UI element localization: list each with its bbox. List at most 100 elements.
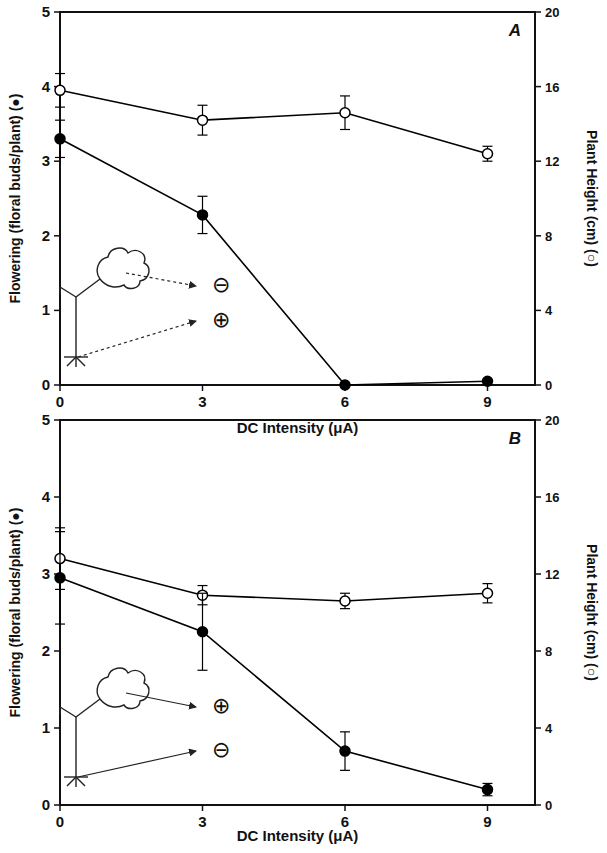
y-tick-label: 0	[42, 796, 50, 813]
y2-tick	[535, 804, 541, 806]
x-axis-title: DC Intensity (μA)	[237, 419, 359, 436]
error-bar-cap	[198, 593, 208, 594]
error-bar-cap	[340, 593, 350, 594]
error-bar-cap	[483, 146, 493, 147]
error-bar	[340, 593, 350, 608]
error-bar-cap	[55, 527, 65, 528]
open-point	[198, 115, 208, 125]
y2-tick	[535, 419, 541, 421]
plant-branch	[60, 287, 76, 297]
y2-tick	[535, 11, 541, 13]
error-bar-cap	[340, 608, 350, 609]
filled-point	[55, 134, 65, 144]
y2-tick-label: 16	[545, 490, 559, 505]
error-bar	[483, 146, 493, 161]
open-point	[55, 85, 65, 95]
error-bar	[483, 584, 493, 603]
y-axis-title: Flowering (floral buds/plant) (●)	[7, 94, 23, 304]
plant-stem	[75, 297, 76, 357]
inset-arrow	[78, 751, 196, 777]
y-tick-label: 5	[42, 3, 50, 20]
plant-branch-tip	[59, 707, 60, 715]
open-point	[483, 149, 493, 159]
plant-inset: ⊖⊕	[60, 248, 230, 367]
y2-axis-title: Plant Height (cm) (○)	[584, 544, 600, 681]
y-tick	[54, 235, 60, 237]
x-tick	[344, 805, 346, 811]
y-tick	[54, 310, 60, 312]
y2-tick-label: 4	[545, 721, 553, 736]
error-bar-cap	[340, 129, 350, 130]
y-tick	[54, 496, 60, 498]
y2-axis-title: Plant Height (cm) (○)	[584, 130, 600, 267]
x-tick-label: 0	[56, 393, 64, 410]
panel: 0369012345048121620DC Intensity (μA)Flow…	[7, 3, 600, 436]
x-tick-label: 9	[483, 393, 491, 410]
plant-branch	[76, 279, 100, 297]
error-bar-cap	[55, 73, 65, 74]
series-line	[60, 559, 488, 601]
x-tick	[487, 805, 489, 811]
plot-frame	[60, 12, 535, 385]
y2-tick	[535, 160, 541, 162]
error-bar	[55, 120, 65, 157]
plant-root	[67, 777, 76, 786]
error-bar-cap	[198, 105, 208, 106]
error-bar-cap	[198, 670, 208, 671]
panel: 0369012345048121620DC Intensity (μA)Flow…	[7, 411, 600, 844]
open-point	[483, 588, 493, 598]
error-bar-cap	[198, 134, 208, 135]
x-tick	[202, 805, 204, 811]
x-tick	[202, 385, 204, 391]
series-line	[60, 90, 488, 153]
y-tick	[54, 11, 60, 13]
y2-tick	[535, 573, 541, 575]
filled-point	[483, 376, 493, 386]
polarity-symbol: ⊖	[212, 737, 230, 762]
plant-root	[75, 777, 76, 787]
y-tick-label: 2	[42, 642, 50, 659]
y-tick	[54, 384, 60, 386]
inset-arrow	[78, 321, 196, 357]
y-tick	[54, 419, 60, 421]
panel-letter: A	[508, 21, 521, 40]
error-bar	[340, 96, 350, 130]
filled-point	[198, 210, 208, 220]
y-tick	[54, 650, 60, 652]
y2-tick	[535, 86, 541, 88]
error-bar	[483, 783, 493, 795]
y2-tick-label: 8	[545, 229, 552, 244]
series-line	[60, 139, 488, 385]
error-bar-cap	[55, 531, 65, 532]
y2-tick	[535, 310, 541, 312]
open-point	[340, 596, 350, 606]
y-tick-label: 4	[42, 488, 51, 505]
x-tick-label: 3	[198, 393, 206, 410]
y2-tick	[535, 235, 541, 237]
figure: 0369012345048121620DC Intensity (μA)Flow…	[0, 0, 607, 853]
y-tick	[54, 160, 60, 162]
plant-branch	[76, 699, 100, 717]
plant-root	[76, 357, 85, 366]
error-bar	[198, 196, 208, 233]
plant-shoot	[97, 668, 149, 708]
plant-inset: ⊕⊖	[60, 668, 230, 787]
y2-tick-label: 20	[545, 5, 559, 20]
filled-point	[340, 380, 350, 390]
polarity-symbol: ⊕	[212, 693, 230, 718]
filled-point	[483, 785, 493, 795]
panel-letter: B	[509, 429, 521, 448]
y-tick-label: 1	[42, 719, 50, 736]
error-bar-cap	[198, 585, 208, 586]
y-tick	[54, 727, 60, 729]
inset-arrow	[126, 273, 196, 286]
inset-arrow	[126, 693, 196, 707]
x-tick-label: 9	[483, 813, 491, 830]
y2-tick-label: 12	[545, 567, 559, 582]
y2-tick-label: 4	[545, 303, 553, 318]
y2-tick	[535, 384, 541, 386]
y-tick-label: 2	[42, 227, 50, 244]
error-bar-cap	[340, 770, 350, 771]
y-tick-label: 5	[42, 411, 50, 428]
series-line	[60, 578, 488, 790]
